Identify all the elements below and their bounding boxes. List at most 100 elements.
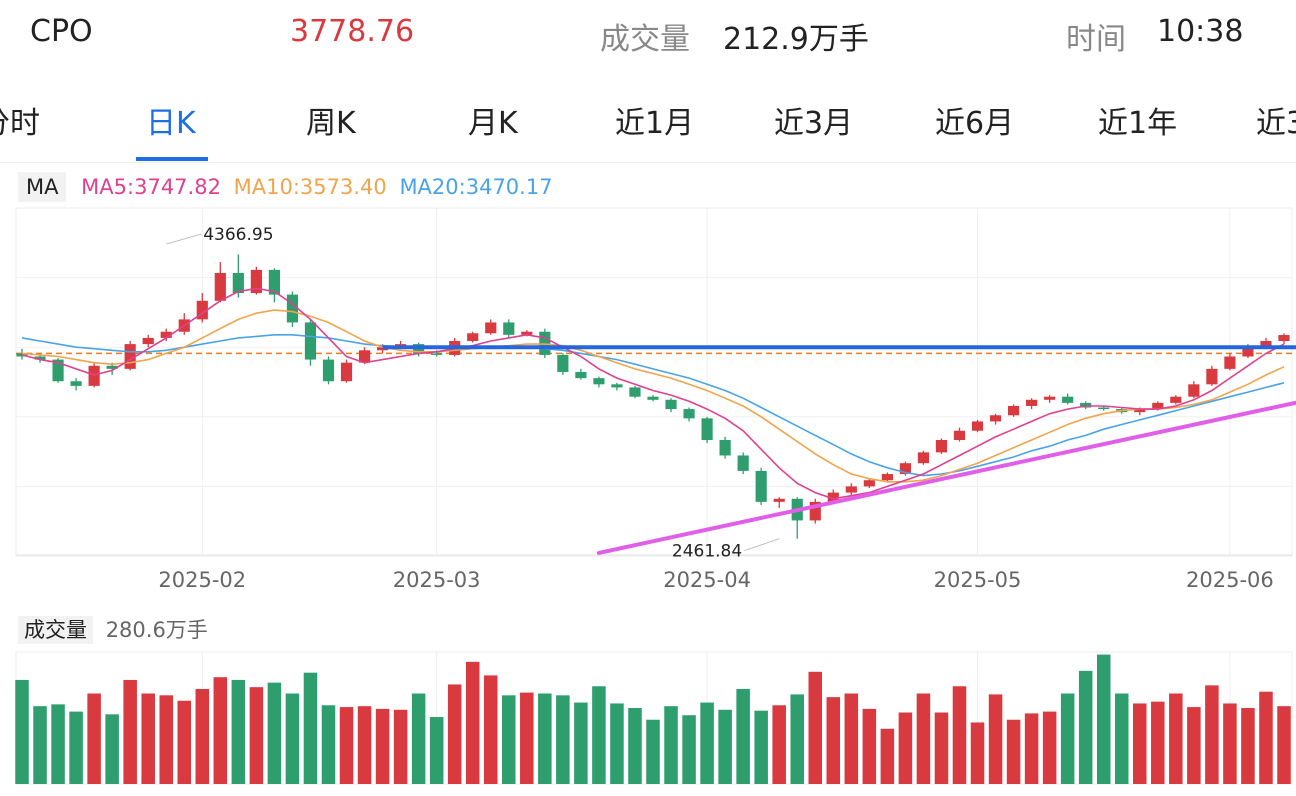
candle-body [521,331,533,335]
candle-body [431,353,443,355]
volume-bar [33,706,47,784]
volume-bar [970,722,985,784]
volume-bar [808,671,823,784]
x-tick-label: 2025-06 [1186,568,1274,592]
volume-label: 成交量 [600,22,690,57]
candle-body [250,269,262,294]
active-tab-underline [136,157,208,161]
candle-body [232,272,244,294]
volume-bar [718,709,732,784]
tab-3-month[interactable]: 近3月 [774,106,854,141]
volume-bar [1169,693,1183,784]
volume-bar [1078,670,1093,784]
ma-toggle-button[interactable]: MA [18,172,67,202]
tab-6-month[interactable]: 近6月 [935,106,1015,141]
volume-bar [105,714,119,784]
volume-bar [700,702,714,784]
volume-bar [1187,707,1201,784]
candle-body [611,384,623,388]
candle-body [304,322,317,360]
volume-panel-label: 成交量 280.6万手 [18,614,208,644]
candle-body [268,269,280,295]
candle-body [881,474,893,481]
candle-body [719,440,731,456]
volume-panel-value: 280.6万手 [105,618,208,642]
volume-bar [447,684,462,784]
candle-body [1242,347,1254,357]
tab-1-month[interactable]: 近1月 [615,106,695,141]
tab-intraday[interactable]: 分时 [0,106,40,141]
annotation-leader [166,233,202,245]
candle-body [1224,356,1236,369]
candle-body [340,362,353,382]
volume-bar [69,711,83,784]
candle-body [899,463,911,475]
tab-monthly-k[interactable]: 月K [468,106,518,141]
candle-body [989,415,1002,422]
volume-bar [303,672,318,784]
candle-body [863,480,875,487]
ma10-legend: MA10:3573.40 [233,175,387,199]
candle-body [935,440,948,453]
volume-bar [898,712,913,784]
candle-body [142,337,154,345]
x-tick-label: 2025-03 [393,568,481,592]
volume-bar [357,706,372,784]
time-label: 时间 [1066,22,1126,57]
tab-weekly-k[interactable]: 周K [306,106,356,141]
volume-bar [520,692,534,784]
volume-bar [1024,713,1039,784]
candle-body [755,470,767,502]
volume-bar [610,703,624,784]
candle-body [953,430,966,440]
candle-body [1044,396,1056,400]
volume-bar [285,693,300,784]
candle-body [1278,335,1290,342]
volume-bar [375,708,390,784]
tab-daily-k[interactable]: 日K [146,106,196,141]
volume-bar [1042,711,1057,784]
volume-bar [213,677,228,784]
x-tick-label: 2025-02 [158,568,246,592]
last-price: 3778.76 [290,14,415,49]
volume-bar [1006,719,1021,784]
support-trend-line [596,400,1296,555]
candle-body [773,498,785,502]
candle-body [1260,341,1272,348]
low-price-label: 2461.84 [672,542,742,562]
volume-bar [411,693,426,784]
volume-bar [574,702,588,784]
tab-1-year[interactable]: 近1年 [1098,106,1178,141]
candle-body [575,371,587,379]
candle-body [827,492,839,502]
tab-3-year[interactable]: 近3年 [1256,106,1296,141]
volume-bar [465,661,480,784]
volume-bar [1241,707,1255,784]
candle-body [214,272,226,301]
annotation-leader [744,538,780,552]
volume-bar [826,697,841,784]
volume-bar [754,710,768,784]
candle-body [1134,409,1146,413]
volume-bar [429,717,444,784]
volume-bar [1259,691,1273,784]
candle-body [593,378,605,385]
candle-body [917,452,930,464]
volume-bar [1277,706,1291,784]
volume-bar [934,712,949,784]
volume-toggle-button[interactable]: 成交量 [18,616,93,644]
high-price-label: 4366.95 [203,225,273,245]
volume-value: 212.9万手 [723,22,869,57]
candle-body [1098,407,1110,410]
period-tabs: 分时 日K 周K 月K 近1月 近3月 近6月 近1年 近3年 [0,92,1296,163]
candle-body [106,365,118,369]
candle-body [845,486,857,493]
volume-bar [123,679,137,784]
ma20-legend: MA20:3470.17 [399,175,553,199]
volume-bar [1205,685,1219,784]
ma5-legend: MA5:3747.82 [81,175,221,199]
volume-bar [393,709,408,784]
volume-bar [502,695,516,784]
candle-body [1062,396,1074,403]
